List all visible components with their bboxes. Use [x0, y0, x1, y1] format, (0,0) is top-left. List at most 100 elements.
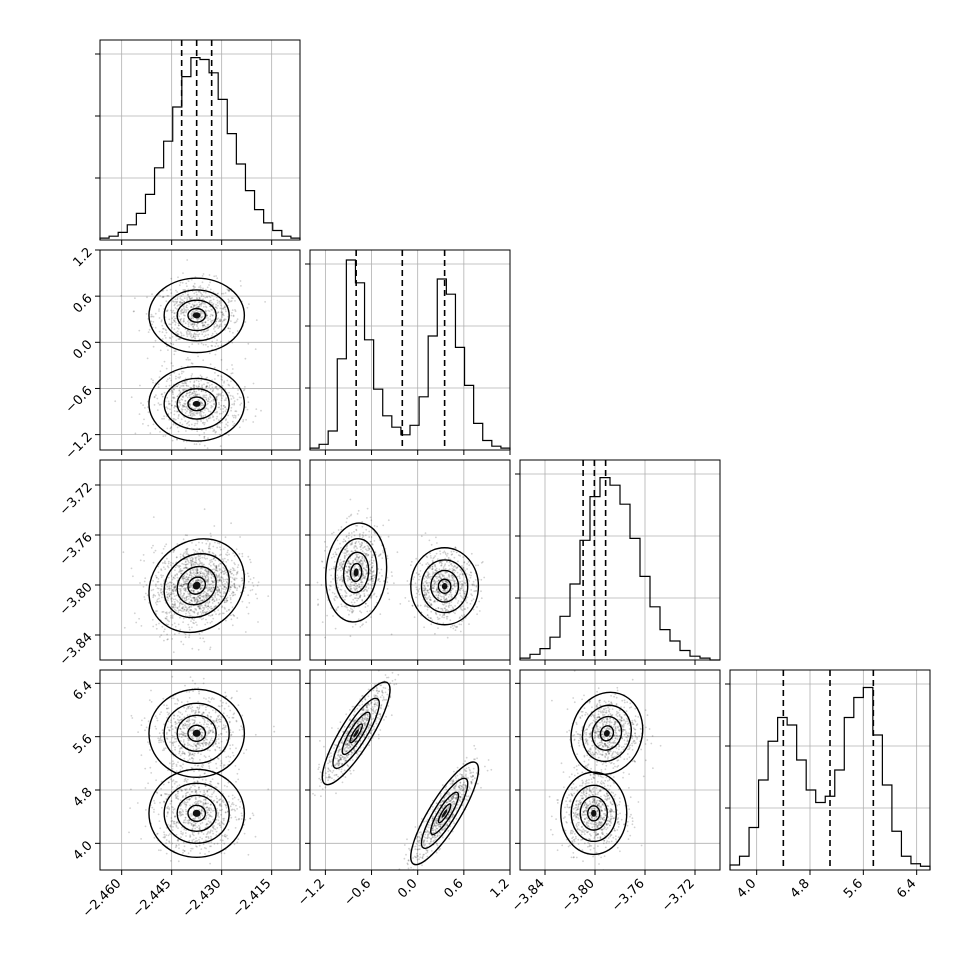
scatter-point: [214, 431, 217, 434]
scatter-point: [173, 717, 175, 720]
scatter-point: [229, 594, 232, 597]
scatter-point: [225, 695, 228, 698]
scatter-point: [177, 699, 180, 702]
scatter-point: [225, 597, 228, 600]
scatter-point: [237, 564, 240, 566]
scatter-point: [354, 589, 357, 592]
scatter-point: [451, 570, 454, 572]
scatter-point: [425, 580, 428, 582]
scatter-point: [445, 609, 447, 611]
scatter-point: [176, 703, 179, 705]
scatter-point: [231, 591, 234, 593]
scatter-point: [371, 580, 374, 583]
scatter-point: [187, 598, 190, 600]
scatter-point: [174, 590, 177, 592]
scatter-point: [227, 298, 230, 301]
scatter-point: [175, 410, 178, 413]
scatter-point: [220, 595, 223, 598]
scatter-point: [186, 357, 189, 359]
scatter-point: [184, 560, 187, 563]
scatter-point: [199, 637, 202, 640]
scatter-point: [224, 588, 227, 591]
scatter-point: [221, 421, 223, 424]
scatter-point: [428, 567, 431, 569]
scatter-point: [179, 711, 182, 714]
scatter-point: [205, 612, 207, 614]
scatter-point: [223, 726, 226, 729]
scatter-point: [219, 764, 222, 767]
scatter-point: [181, 399, 184, 401]
scatter-point: [343, 538, 345, 541]
scatter-point: [448, 576, 451, 578]
scatter-point: [195, 297, 198, 299]
scatter-point: [437, 597, 440, 600]
scatter-point: [172, 365, 174, 367]
scatter-point: [369, 540, 372, 543]
scatter-point: [211, 574, 214, 576]
scatter-point: [239, 280, 242, 282]
scatter-point: [202, 617, 205, 620]
scatter-point: [164, 334, 166, 337]
scatter-point: [191, 316, 194, 319]
scatter-point: [193, 412, 195, 414]
scatter-point: [209, 589, 211, 591]
scatter-point: [199, 728, 202, 731]
scatter-point: [187, 759, 190, 762]
scatter-point: [200, 587, 203, 589]
scatter-point: [221, 292, 223, 295]
scatter-point: [216, 299, 219, 302]
scatter-point: [184, 563, 187, 566]
scatter-point: [450, 575, 453, 578]
scatter-point: [204, 568, 207, 571]
scatter-point: [173, 741, 176, 744]
scatter-point: [214, 596, 217, 599]
scatter-point: [194, 608, 196, 610]
scatter-point: [192, 413, 195, 416]
scatter-point: [159, 589, 162, 592]
scatter-point: [461, 583, 464, 585]
scatter-point: [211, 560, 214, 563]
scatter-point: [201, 422, 204, 424]
scatter-point: [164, 400, 167, 403]
scatter-point: [154, 574, 157, 577]
scatter-point: [317, 604, 319, 606]
scatter-point: [203, 554, 206, 557]
scatter-point: [164, 568, 167, 570]
scatter-point: [169, 323, 172, 326]
scatter-point: [196, 737, 198, 740]
scatter-point: [160, 574, 163, 577]
scatter-point: [164, 747, 167, 750]
scatter-point: [189, 574, 191, 576]
scatter-point: [205, 396, 207, 399]
scatter-point: [453, 585, 456, 587]
scatter-point: [193, 598, 196, 601]
scatter-point: [198, 297, 201, 299]
scatter-point: [209, 396, 212, 399]
scatter-point: [204, 330, 207, 333]
scatter-point: [194, 598, 197, 600]
scatter-point: [173, 601, 176, 603]
scatter-point: [176, 573, 178, 575]
scatter-point: [171, 589, 174, 592]
scatter-point: [152, 596, 155, 599]
scatter-point: [195, 385, 198, 388]
scatter-point: [164, 435, 167, 437]
scatter-panel-2: [305, 459, 511, 665]
scatter-point: [220, 404, 223, 407]
scatter-point: [205, 386, 208, 388]
scatter-point: [320, 584, 323, 586]
scatter-point: [166, 295, 169, 297]
scatter-point: [214, 372, 216, 374]
scatter-point: [182, 319, 185, 322]
scatter-point: [217, 718, 220, 721]
scatter-point: [147, 406, 149, 408]
scatter-point: [184, 289, 187, 291]
scatter-point: [353, 584, 356, 587]
scatter-point: [182, 370, 185, 373]
scatter-point: [200, 303, 203, 305]
scatter-point: [207, 595, 210, 597]
scatter-point: [201, 567, 204, 570]
scatter-point: [199, 297, 201, 299]
y-tick-label: 0.6: [70, 291, 95, 316]
scatter-point: [230, 733, 233, 736]
